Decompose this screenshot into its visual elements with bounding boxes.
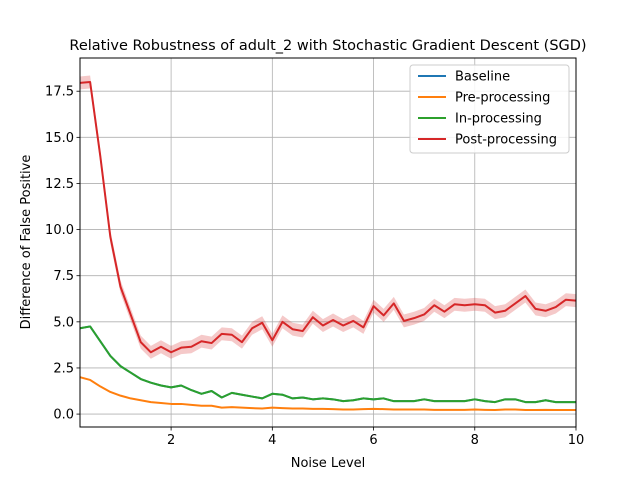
y-axis-ticks: 0.0 2.5 5.0 7.5 10.0 12.5 15.0 17.5 bbox=[45, 85, 80, 423]
legend-label-baseline: Baseline bbox=[455, 70, 510, 85]
chart-title: Relative Robustness of adult_2 with Stoc… bbox=[69, 38, 586, 54]
y-tick-label: 2.5 bbox=[53, 361, 74, 376]
y-tick-label: 0.0 bbox=[53, 408, 74, 423]
y-axis-label: Difference of False Positive bbox=[19, 155, 34, 330]
x-axis-ticks: 2 4 6 8 10 bbox=[167, 427, 584, 448]
legend-box bbox=[409, 64, 570, 154]
y-tick-label: 17.5 bbox=[45, 85, 74, 100]
legend-label-post-processing: Post-processing bbox=[455, 133, 557, 148]
y-tick-label: 12.5 bbox=[45, 177, 74, 192]
grid bbox=[80, 58, 577, 427]
x-tick-label: 4 bbox=[268, 433, 276, 448]
x-axis-label: Noise Level bbox=[291, 456, 366, 471]
y-tick-label: 5.0 bbox=[53, 315, 74, 330]
in-processing-line bbox=[79, 325, 576, 404]
legend: Baseline Pre-processing In-processing Post-… bbox=[409, 64, 570, 154]
y-tick-label: 10.0 bbox=[45, 223, 74, 238]
x-tick-label: 2 bbox=[167, 433, 175, 448]
x-tick-label: 10 bbox=[568, 433, 585, 448]
pre-processing-line bbox=[79, 376, 576, 412]
legend-label-in-processing: In-processing bbox=[455, 112, 542, 127]
y-tick-label: 7.5 bbox=[53, 269, 74, 284]
y-tick-label: 15.0 bbox=[45, 131, 74, 146]
plot-frame bbox=[79, 57, 577, 428]
post-processing-line bbox=[79, 80, 577, 354]
series-lines bbox=[79, 80, 577, 412]
x-tick-label: 8 bbox=[471, 433, 479, 448]
legend-label-pre-processing: Pre-processing bbox=[455, 91, 550, 106]
x-tick-label: 6 bbox=[369, 433, 377, 448]
